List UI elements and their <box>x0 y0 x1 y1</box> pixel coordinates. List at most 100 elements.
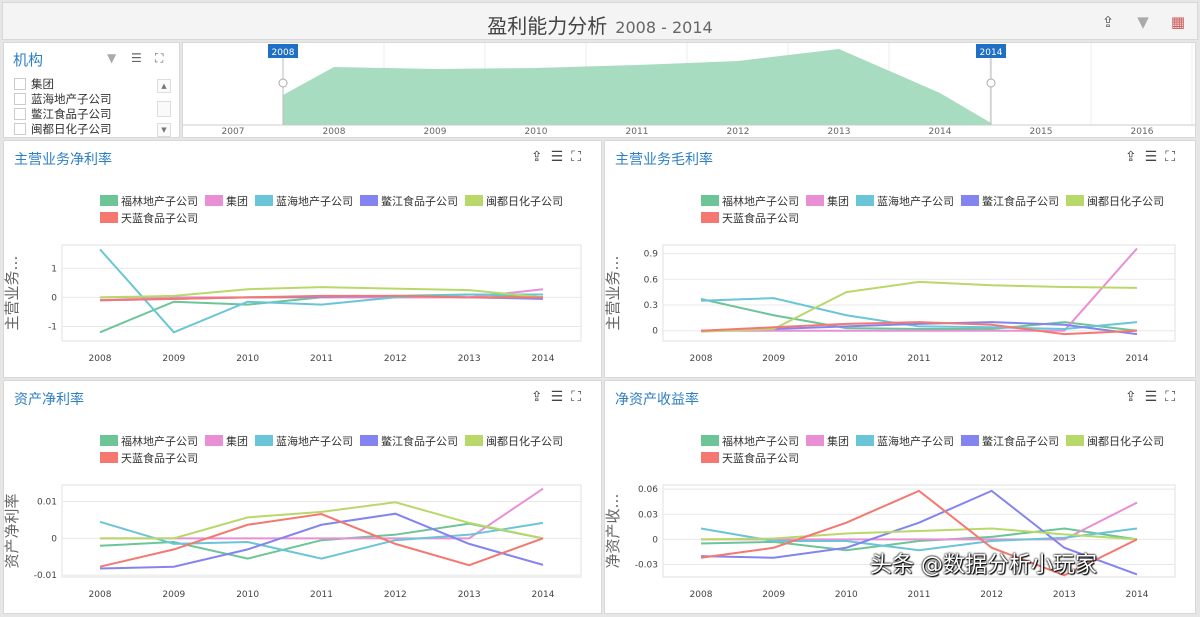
x-tick-label: 2014 <box>1126 354 1149 364</box>
series-line[interactable] <box>701 247 1138 332</box>
series-line[interactable] <box>99 513 544 568</box>
legend-item[interactable]: 蓝海地产子公司 <box>255 193 353 210</box>
search-list-icon[interactable]: ☰ <box>550 389 572 405</box>
legend-item[interactable]: 鳖江食品子公司 <box>961 433 1059 450</box>
calendar-settings-icon[interactable]: ▦ <box>1170 13 1186 31</box>
page-title: 盈利能力分析 2008 - 2014 <box>3 10 1197 39</box>
series-line[interactable] <box>700 298 1138 332</box>
timeline-year-label: 2009 <box>424 127 447 137</box>
series-line[interactable] <box>99 512 544 570</box>
share-icon[interactable]: ⇪ <box>1124 389 1145 405</box>
y-tick-label: 0.9 <box>644 250 659 260</box>
search-list-icon[interactable]: ☰ <box>1144 389 1166 405</box>
y-axis-label: 资产净利率 <box>4 493 21 568</box>
legend-item[interactable]: 天蓝食品子公司 <box>100 210 198 227</box>
legend-item[interactable]: 蓝海地产子公司 <box>856 193 954 210</box>
legend-item[interactable]: 闽都日化子公司 <box>465 433 563 450</box>
fullscreen-icon[interactable]: ⛶ <box>1165 149 1183 165</box>
series-line[interactable] <box>700 280 1138 333</box>
checkbox[interactable] <box>14 108 26 120</box>
legend-item[interactable]: 天蓝食品子公司 <box>701 450 799 467</box>
item-label: 闽都日化子公司 <box>31 122 112 136</box>
x-tick-label: 2009 <box>162 354 185 364</box>
fullscreen-icon[interactable]: ⛶ <box>1165 389 1183 405</box>
timeline-slider[interactable]: 2007 2008 2009 2010 2011 2012 2013 2014 2015 2016… <box>182 42 1196 138</box>
legend-item[interactable]: 鳖江食品子公司 <box>360 433 458 450</box>
fullscreen-icon[interactable]: ⛶ <box>155 51 164 65</box>
series-line[interactable] <box>700 489 1138 576</box>
legend-item[interactable]: 蓝海地产子公司 <box>255 433 353 450</box>
timeline-year-label: 2016 <box>1131 127 1154 137</box>
series-line[interactable] <box>99 248 543 334</box>
clear-filter-icon[interactable]: ▼ <box>107 51 117 65</box>
scrollbar-thumb[interactable] <box>157 101 171 117</box>
chart-legend: 福林地产子公司 集团 蓝海地产子公司 鳖江食品子公司 闽都日化子公司天蓝食品子公司 <box>701 193 1191 227</box>
legend-item[interactable]: 蓝海地产子公司 <box>856 433 954 450</box>
filter-item[interactable]: 闽都日化子公司 <box>14 122 112 137</box>
x-tick-label: 2011 <box>908 354 931 364</box>
legend-item[interactable]: 天蓝食品子公司 <box>701 210 799 227</box>
fullscreen-icon[interactable]: ⛶ <box>571 389 589 405</box>
series-line[interactable] <box>700 489 1138 577</box>
filter-item[interactable]: 蓝海地产子公司 <box>14 92 112 107</box>
legend-item[interactable]: 闽都日化子公司 <box>1066 433 1164 450</box>
share-icon[interactable]: ⇪ <box>530 149 551 165</box>
timeline-start-handle[interactable] <box>278 78 288 88</box>
timeline-start-badge <box>268 44 298 58</box>
series-line[interactable] <box>700 297 1138 331</box>
legend-item[interactable]: 集团 <box>806 193 849 210</box>
timeline-start-label: 2008 <box>272 48 295 58</box>
legend-item[interactable]: 闽都日化子公司 <box>1066 193 1164 210</box>
legend-item[interactable]: 集团 <box>205 193 248 210</box>
legend-label: 闽都日化子公司 <box>1087 195 1164 208</box>
filter-item[interactable]: 鳖江食品子公司 <box>14 107 112 122</box>
checkbox[interactable] <box>14 93 26 105</box>
timeline-chart[interactable]: 2007 2008 2009 2010 2011 2012 2013 2014 2015 2016… <box>183 43 1195 137</box>
legend-item[interactable]: 福林地产子公司 <box>100 193 198 210</box>
legend-item[interactable]: 闽都日化子公司 <box>465 193 563 210</box>
share-icon[interactable]: ⇪ <box>1101 13 1115 31</box>
clear-filter-icon[interactable]: ▼ <box>1137 13 1149 31</box>
legend-item[interactable]: 福林地产子公司 <box>100 433 198 450</box>
legend-item[interactable]: 集团 <box>205 433 248 450</box>
scroll-down-button[interactable]: ▼ <box>157 123 171 137</box>
series-line[interactable] <box>700 527 1138 552</box>
y-tick-label: -1 <box>48 322 57 332</box>
legend-swatch <box>806 435 824 446</box>
timeline-end-badge <box>976 44 1006 58</box>
timeline-year-label: 2014 <box>929 127 952 137</box>
y-tick-label: 0 <box>652 535 658 545</box>
legend-swatch <box>255 435 273 446</box>
series-line[interactable] <box>99 286 544 299</box>
checkbox[interactable] <box>14 78 26 90</box>
search-list-icon[interactable]: ☰ <box>1144 149 1166 165</box>
timeline-end-handle[interactable] <box>986 78 996 88</box>
series-line[interactable] <box>100 501 544 540</box>
series-line[interactable] <box>99 294 543 302</box>
scroll-up-button[interactable]: ▲ <box>157 79 171 93</box>
fullscreen-icon[interactable]: ⛶ <box>571 149 589 165</box>
search-list-icon[interactable]: ☰ <box>550 149 572 165</box>
timeline-area <box>283 49 991 125</box>
chart-panel-roe: 净资产收益率 ⇪☰⛶ 0.06 0.03 0 -0.03 2008 2009 2010 2011… <box>604 380 1196 614</box>
series-line[interactable] <box>99 520 544 560</box>
series-line[interactable] <box>700 321 1138 336</box>
series-line[interactable] <box>701 501 1138 541</box>
y-tick-label: -0.03 <box>635 560 658 570</box>
legend-swatch <box>100 435 118 446</box>
timeline-year-label: 2011 <box>626 127 649 137</box>
plot-area <box>61 244 582 342</box>
legend-item[interactable]: 福林地产子公司 <box>701 193 799 210</box>
legend-item[interactable]: 天蓝食品子公司 <box>100 450 198 467</box>
checkbox[interactable] <box>14 123 26 135</box>
legend-item[interactable]: 福林地产子公司 <box>701 433 799 450</box>
share-icon[interactable]: ⇪ <box>1124 149 1145 165</box>
filter-item[interactable]: 集团 <box>14 77 54 92</box>
share-icon[interactable]: ⇪ <box>530 389 551 405</box>
legend-item[interactable]: 鳖江食品子公司 <box>961 193 1059 210</box>
search-list-icon[interactable]: ☰ <box>131 51 142 65</box>
x-tick-label: 2013 <box>458 354 481 364</box>
legend-item[interactable]: 集团 <box>806 433 849 450</box>
series-line[interactable] <box>700 527 1138 541</box>
legend-item[interactable]: 鳖江食品子公司 <box>360 193 458 210</box>
